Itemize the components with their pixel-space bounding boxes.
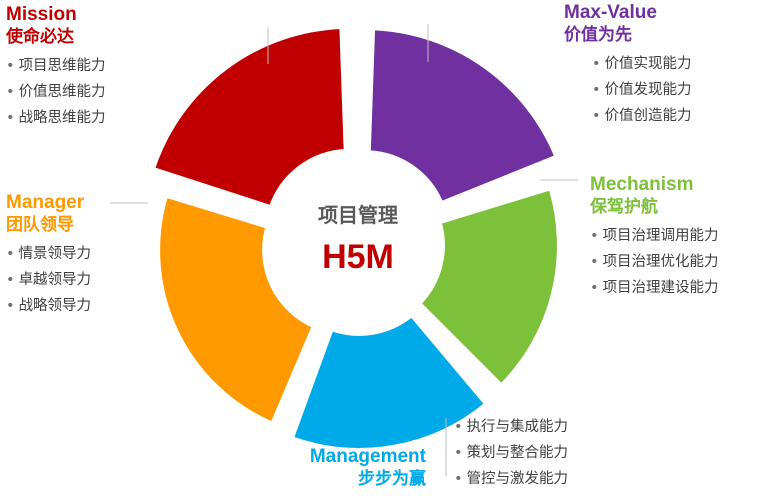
ring-segment-manager	[154, 191, 319, 428]
mission-label-group: Mission 使命必达 • 项目思维能力 • 价值思维能力 • 战略思维能力	[6, 4, 106, 131]
value-title-en: Max-Value	[564, 2, 657, 23]
bullet-icon: •	[6, 298, 15, 314]
list-item: • 策划与整合能力	[454, 445, 569, 461]
list-item: • 项目思维能力	[6, 58, 106, 74]
value-items: • 价值实现能力 • 价值发现能力 • 价值创造能力	[592, 51, 692, 129]
manager-title-en: Manager	[6, 192, 85, 213]
value-label-group: Max-Value 价值为先 • 价值实现能力 • 价值发现能力 • 价值创造能力	[564, 2, 692, 129]
bullet-icon: •	[6, 58, 15, 74]
list-item: • 执行与集成能力	[454, 419, 569, 435]
center-subtitle: H5M	[322, 238, 394, 276]
center-title: 项目管理	[318, 203, 398, 227]
bullet-icon: •	[454, 471, 463, 487]
ring-segment-management	[287, 310, 491, 454]
bullet-icon: •	[592, 108, 601, 124]
list-item: • 战略领导力	[6, 298, 92, 314]
bullet-icon: •	[454, 419, 463, 435]
mission-title-en: Mission	[6, 4, 77, 25]
mechanism-label-group: Mechanism 保驾护航 • 项目治理调用能力 • 项目治理优化能力 • 项目治理…	[590, 174, 719, 301]
bullet-icon: •	[6, 84, 15, 100]
list-item: • 项目治理调用能力	[590, 228, 719, 244]
list-item: • 项目治理优化能力	[590, 254, 719, 270]
mission-items: • 项目思维能力 • 价值思维能力 • 战略思维能力	[6, 53, 106, 131]
bullet-icon: •	[592, 56, 601, 72]
list-item: • 管控与激发能力	[454, 471, 569, 487]
manager-items: • 情景领导力 • 卓越领导力 • 战略领导力	[6, 241, 91, 319]
management-title-en: Management	[309, 446, 426, 467]
list-item: • 价值发现能力	[592, 82, 692, 98]
manager-label-group: Manager 团队领导 • 情景领导力 • 卓越领导力 • 战略领导力	[6, 192, 91, 319]
management-title-cn: 步步为赢	[358, 469, 426, 489]
list-item: • 价值实现能力	[592, 56, 692, 72]
bullet-icon: •	[590, 228, 599, 244]
mechanism-items: • 项目治理调用能力 • 项目治理优化能力 • 项目治理建设能力	[590, 223, 719, 301]
bullet-icon: •	[6, 110, 15, 126]
mechanism-title-en: Mechanism	[590, 174, 694, 195]
value-title-cn: 价值为先	[564, 25, 632, 45]
bullet-icon: •	[6, 246, 15, 262]
list-item: • 项目治理建设能力	[590, 280, 719, 296]
list-item: • 价值思维能力	[6, 84, 106, 100]
ring-segment-mission	[148, 22, 350, 212]
donut-ring	[148, 22, 563, 454]
leader-lines	[110, 24, 578, 476]
bullet-icon: •	[590, 254, 599, 270]
mission-title-cn: 使命必达	[6, 27, 74, 47]
bullet-icon: •	[454, 445, 463, 461]
list-item: • 情景领导力	[6, 246, 92, 262]
ring-segment-value	[364, 24, 561, 208]
bullet-icon: •	[592, 82, 601, 98]
list-item: • 战略思维能力	[6, 110, 106, 126]
list-item: • 卓越领导力	[6, 272, 92, 288]
management-items-group: • 执行与集成能力 • 策划与整合能力 • 管控与激发能力	[454, 414, 568, 492]
list-item: • 价值创造能力	[592, 108, 692, 124]
ring-segment-mechanism	[414, 184, 563, 390]
mechanism-title-cn: 保驾护航	[590, 197, 658, 217]
manager-title-cn: 团队领导	[6, 215, 74, 235]
bullet-icon: •	[590, 280, 599, 296]
bullet-icon: •	[6, 272, 15, 288]
management-label-group: Management 步步为赢	[286, 446, 426, 490]
